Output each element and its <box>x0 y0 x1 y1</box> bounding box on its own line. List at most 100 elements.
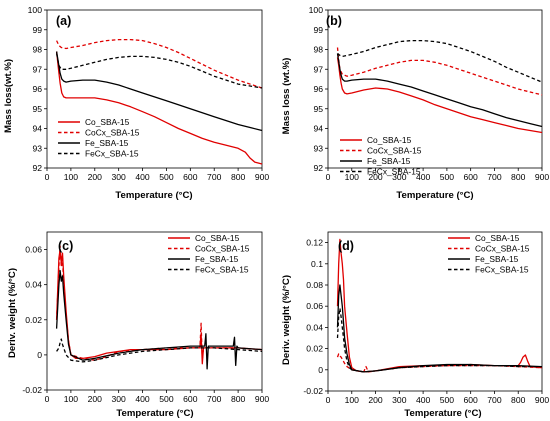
x-tick-label: 300 <box>392 172 407 182</box>
x-tick-label: 600 <box>463 172 478 182</box>
x-tick-label: 700 <box>487 172 502 182</box>
legend-label: FeCx_SBA-15 <box>475 265 529 275</box>
x-tick-label: 400 <box>416 172 431 182</box>
x-tick-label: 600 <box>183 394 198 404</box>
plot-area-d: 0 100 200 300 400 500 600 700 800 900-0.0200.020.… <box>303 231 550 405</box>
y-tick-label: 0.04 <box>25 280 42 290</box>
y-tick-label: 94 <box>32 124 42 134</box>
y-tick-label: 96 <box>313 84 323 94</box>
legend-label: Fe_SBA-15 <box>475 254 519 264</box>
y-tick-label: 100 <box>309 5 324 15</box>
x-axis-label-a: Temperature (°C) <box>115 190 192 201</box>
y-tick-label: 100 <box>28 5 43 15</box>
legend-label: CoCx_SBA-15 <box>85 128 140 138</box>
y-tick-label: 96 <box>32 84 42 94</box>
legend-label: Co_SBA-15 <box>475 233 520 243</box>
panel-label-b: (b) <box>326 14 342 28</box>
x-tick-label: 200 <box>88 394 103 404</box>
y-tick-label: 92 <box>32 163 42 173</box>
x-tick-label: 800 <box>231 172 246 182</box>
series-line-cocx-sba-15-c <box>55 245 263 361</box>
x-tick-label: 200 <box>368 395 383 405</box>
x-axis-label-c: Temperature (°C) <box>116 408 193 419</box>
y-tick-label: 92 <box>313 163 323 173</box>
y-tick-label: -0.02 <box>303 386 323 396</box>
x-tick-label: 500 <box>159 172 174 182</box>
series-line-fe-sba-15-a <box>55 51 263 132</box>
series-line-co-sba-15-a <box>55 51 263 165</box>
y-tick-label: 98 <box>313 45 323 55</box>
x-tick-label: 0 <box>45 394 50 404</box>
y-tick-label: 99 <box>313 25 323 35</box>
legend-label: FeCx_SBA-15 <box>367 167 421 177</box>
series-line-fe-sba-15-c <box>55 269 263 370</box>
panel-b: 0 100 200 300 400 500 600 700 800 900 92 93 94 95 96 97… <box>281 5 549 201</box>
plot-frame-c <box>46 231 263 391</box>
plot-frame-b <box>327 9 543 169</box>
panel-label-d: (d) <box>338 239 354 253</box>
series-line-cocx-sba-15-d <box>336 353 543 373</box>
y-axis-label-c: Deriv. weight (%/°C) <box>7 268 18 358</box>
series-line-fecx-sba-15-d <box>336 307 542 373</box>
x-tick-label: 700 <box>207 172 222 182</box>
legend-label: Fe_SBA-15 <box>85 138 129 148</box>
y-tick-label: -0.02 <box>22 385 42 395</box>
legend-label: Co_SBA-15 <box>367 135 412 145</box>
legend-label: CoCx_SBA-15 <box>195 244 250 254</box>
series-line-fe-sba-15-d <box>336 284 543 373</box>
y-tick-label: 0.04 <box>306 322 323 332</box>
legend-label: CoCx_SBA-15 <box>475 244 530 254</box>
y-tick-label: 93 <box>32 143 42 153</box>
x-tick-label: 900 <box>535 395 550 405</box>
x-tick-label: 0 <box>45 172 50 182</box>
legend-label: FeCx_SBA-15 <box>195 265 249 275</box>
x-tick-label: 900 <box>255 172 270 182</box>
plot-area-c: 0 100 200 300 400 500 600 700 800 900-0.0200.020.… <box>22 231 269 404</box>
x-tick-label: 400 <box>135 394 150 404</box>
y-tick-label: 99 <box>32 25 42 35</box>
y-tick-label: 94 <box>313 124 323 134</box>
x-tick-label: 300 <box>111 172 126 182</box>
x-tick-label: 300 <box>111 394 126 404</box>
x-tick-label: 200 <box>88 172 103 182</box>
plot-area-a: 0 100 200 300 400 500 600 700 800 900 92 93 94 95 96 97… <box>28 5 270 182</box>
x-tick-label: 400 <box>135 172 150 182</box>
series-line-fecx-sba-15-c <box>56 338 263 363</box>
x-tick-label: 600 <box>183 172 198 182</box>
x-tick-label: 100 <box>345 172 360 182</box>
x-tick-label: 200 <box>368 172 383 182</box>
y-tick-label: 95 <box>313 104 323 114</box>
plot-frame-d <box>327 231 543 392</box>
legend-label: Co_SBA-15 <box>195 233 240 243</box>
plot-area-b: 0 100 200 300 400 500 600 700 800 900 92 93 94 95 96 97… <box>309 5 550 182</box>
x-tick-label: 800 <box>511 172 526 182</box>
series-line-co-sba-15-b <box>336 57 543 134</box>
y-tick-label: 0.08 <box>306 280 323 290</box>
x-tick-label: 0 <box>326 172 331 182</box>
y-tick-label: 93 <box>313 143 323 153</box>
y-axis-label-d: Deriv. weight (%/°C) <box>281 275 292 365</box>
y-tick-label: 0.1 <box>311 259 323 269</box>
x-tick-label: 800 <box>231 394 246 404</box>
series-line-cocx-sba-15-b <box>336 47 543 96</box>
y-tick-label: 0.02 <box>306 344 323 354</box>
x-tick-label: 700 <box>487 395 502 405</box>
x-tick-label: 900 <box>535 172 550 182</box>
x-tick-label: 0 <box>326 395 331 405</box>
x-tick-label: 500 <box>440 395 455 405</box>
y-tick-label: 0.12 <box>306 238 323 248</box>
legend-label: Co_SBA-15 <box>85 117 130 127</box>
x-tick-label: 800 <box>511 395 526 405</box>
x-axis-label-d: Temperature (°C) <box>404 408 481 419</box>
y-tick-label: 97 <box>313 64 323 74</box>
x-tick-label: 700 <box>207 394 222 404</box>
plot-frame-a <box>46 9 263 169</box>
series-line-co-sba-15-c <box>55 248 263 365</box>
x-tick-label: 500 <box>159 394 174 404</box>
panel-c: 0 100 200 300 400 500 600 700 800 900-0.0200.020.… <box>7 231 269 419</box>
x-tick-label: 500 <box>440 172 455 182</box>
